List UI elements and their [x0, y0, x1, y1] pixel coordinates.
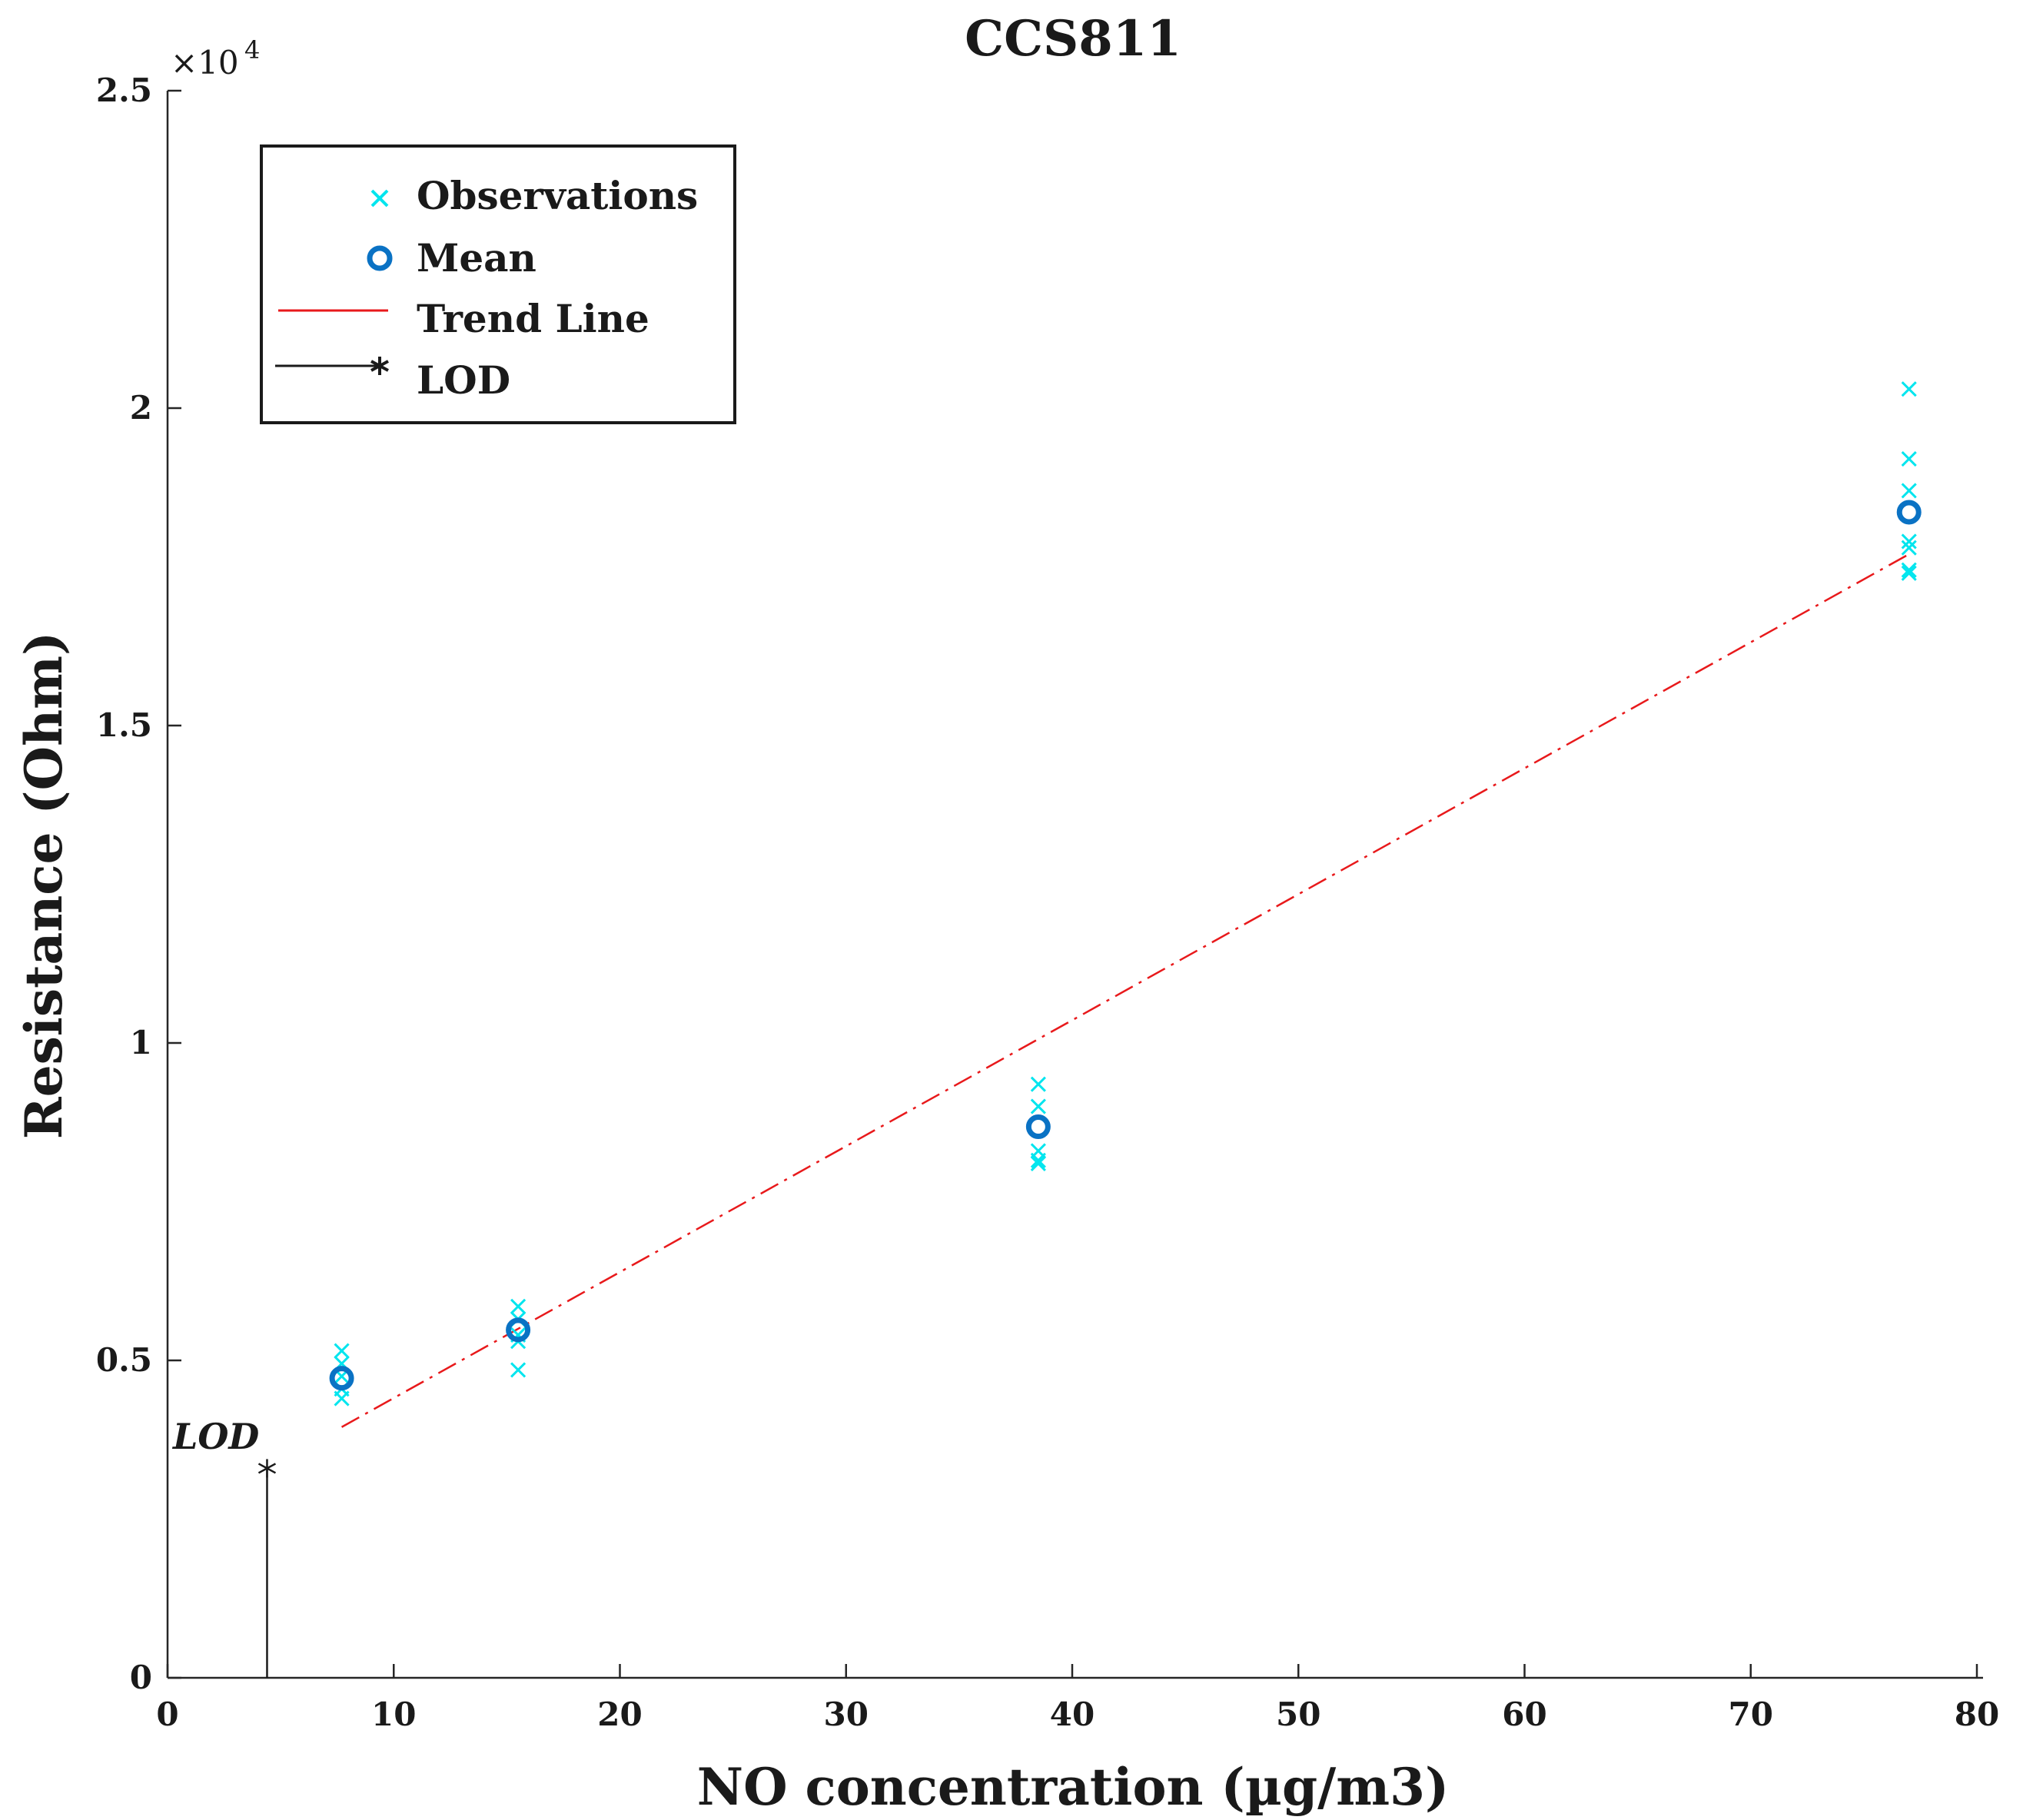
observation-point [510, 1362, 527, 1378]
observation-point [1030, 1076, 1046, 1092]
series-lod [257, 1459, 277, 1678]
observation-point [1030, 1155, 1046, 1172]
x-axis-label: NO concentration (µg/m3) [697, 1757, 1450, 1817]
y-tick-label: 0 [130, 1659, 152, 1696]
observation-point [1901, 562, 1917, 578]
x-tick-label: 70 [1729, 1695, 1773, 1733]
legend-box [260, 144, 736, 424]
mean-point [506, 1317, 531, 1343]
y-tick-label: 1.5 [96, 706, 152, 744]
x-ticks: 0 10 20 30 40 50 60 70 80 [156, 1664, 1999, 1733]
y-tick-label: 2 [130, 389, 152, 427]
y-tick-label: 1 [130, 1024, 152, 1061]
series-trend-line [340, 553, 1910, 1428]
legend-mean-label: Mean [417, 235, 536, 281]
legend-lod-label: LOD [417, 357, 510, 403]
chart-title: CCS811 [965, 10, 1181, 68]
observation-point [510, 1298, 527, 1314]
x-tick-label: 40 [1050, 1695, 1095, 1733]
x-tick-label: 20 [597, 1695, 642, 1733]
observation-point [1901, 533, 1917, 550]
series-mean [329, 500, 1922, 1391]
observation-point [1901, 483, 1917, 499]
y-multiplier-base: ×10 [171, 44, 239, 81]
y-multiplier: ×10 4 [171, 35, 260, 81]
y-ticks: 0 0.5 1 1.5 2 2.5 [96, 71, 181, 1696]
legend-entry-observations: Observations [370, 173, 698, 218]
x-tick-label: 60 [1502, 1695, 1546, 1733]
observation-point [1901, 451, 1917, 467]
legend-entry-lod: LOD [275, 357, 510, 403]
legend-observations-label: Observations [417, 173, 698, 218]
y-axis-label: Resistance (Ohm) [14, 632, 74, 1139]
legend-lod-star-icon [370, 357, 389, 375]
y-tick-label: 2.5 [96, 71, 152, 109]
x-tick-label: 0 [156, 1695, 178, 1733]
legend-entry-trend-line: Trend Line [278, 296, 649, 341]
x-tick-label: 30 [824, 1695, 869, 1733]
observation-point [1901, 540, 1917, 556]
trend-line [340, 553, 1910, 1428]
x-tick-label: 80 [1955, 1695, 1999, 1733]
plot-area: 0 10 20 30 40 50 60 70 80 0 0.5 1 1.5 2 2.5 [96, 71, 1999, 1733]
x-tick-label: 50 [1276, 1695, 1320, 1733]
legend-observations-marker-icon [370, 189, 389, 208]
y-tick-label: 0.5 [96, 1341, 152, 1379]
observation-point [1030, 1098, 1046, 1114]
legend-trend-line-label: Trend Line [417, 296, 649, 341]
x-tick-label: 10 [371, 1695, 416, 1733]
observation-point [1901, 565, 1917, 581]
observation-point [334, 1343, 350, 1359]
mean-point [1025, 1114, 1051, 1140]
lod-annotation: LOD [171, 1416, 259, 1457]
legend: Observations Mean Trend Line LOD [260, 144, 736, 424]
observation-point [1030, 1152, 1046, 1168]
legend-entry-mean: Mean [367, 235, 536, 281]
observation-point [334, 1390, 350, 1407]
lod-star-marker [257, 1459, 277, 1478]
y-multiplier-exponent: 4 [244, 35, 260, 65]
mean-point [1896, 500, 1922, 525]
observation-point [1901, 381, 1917, 397]
legend-mean-marker-icon [367, 245, 393, 271]
mean-point [329, 1366, 354, 1391]
